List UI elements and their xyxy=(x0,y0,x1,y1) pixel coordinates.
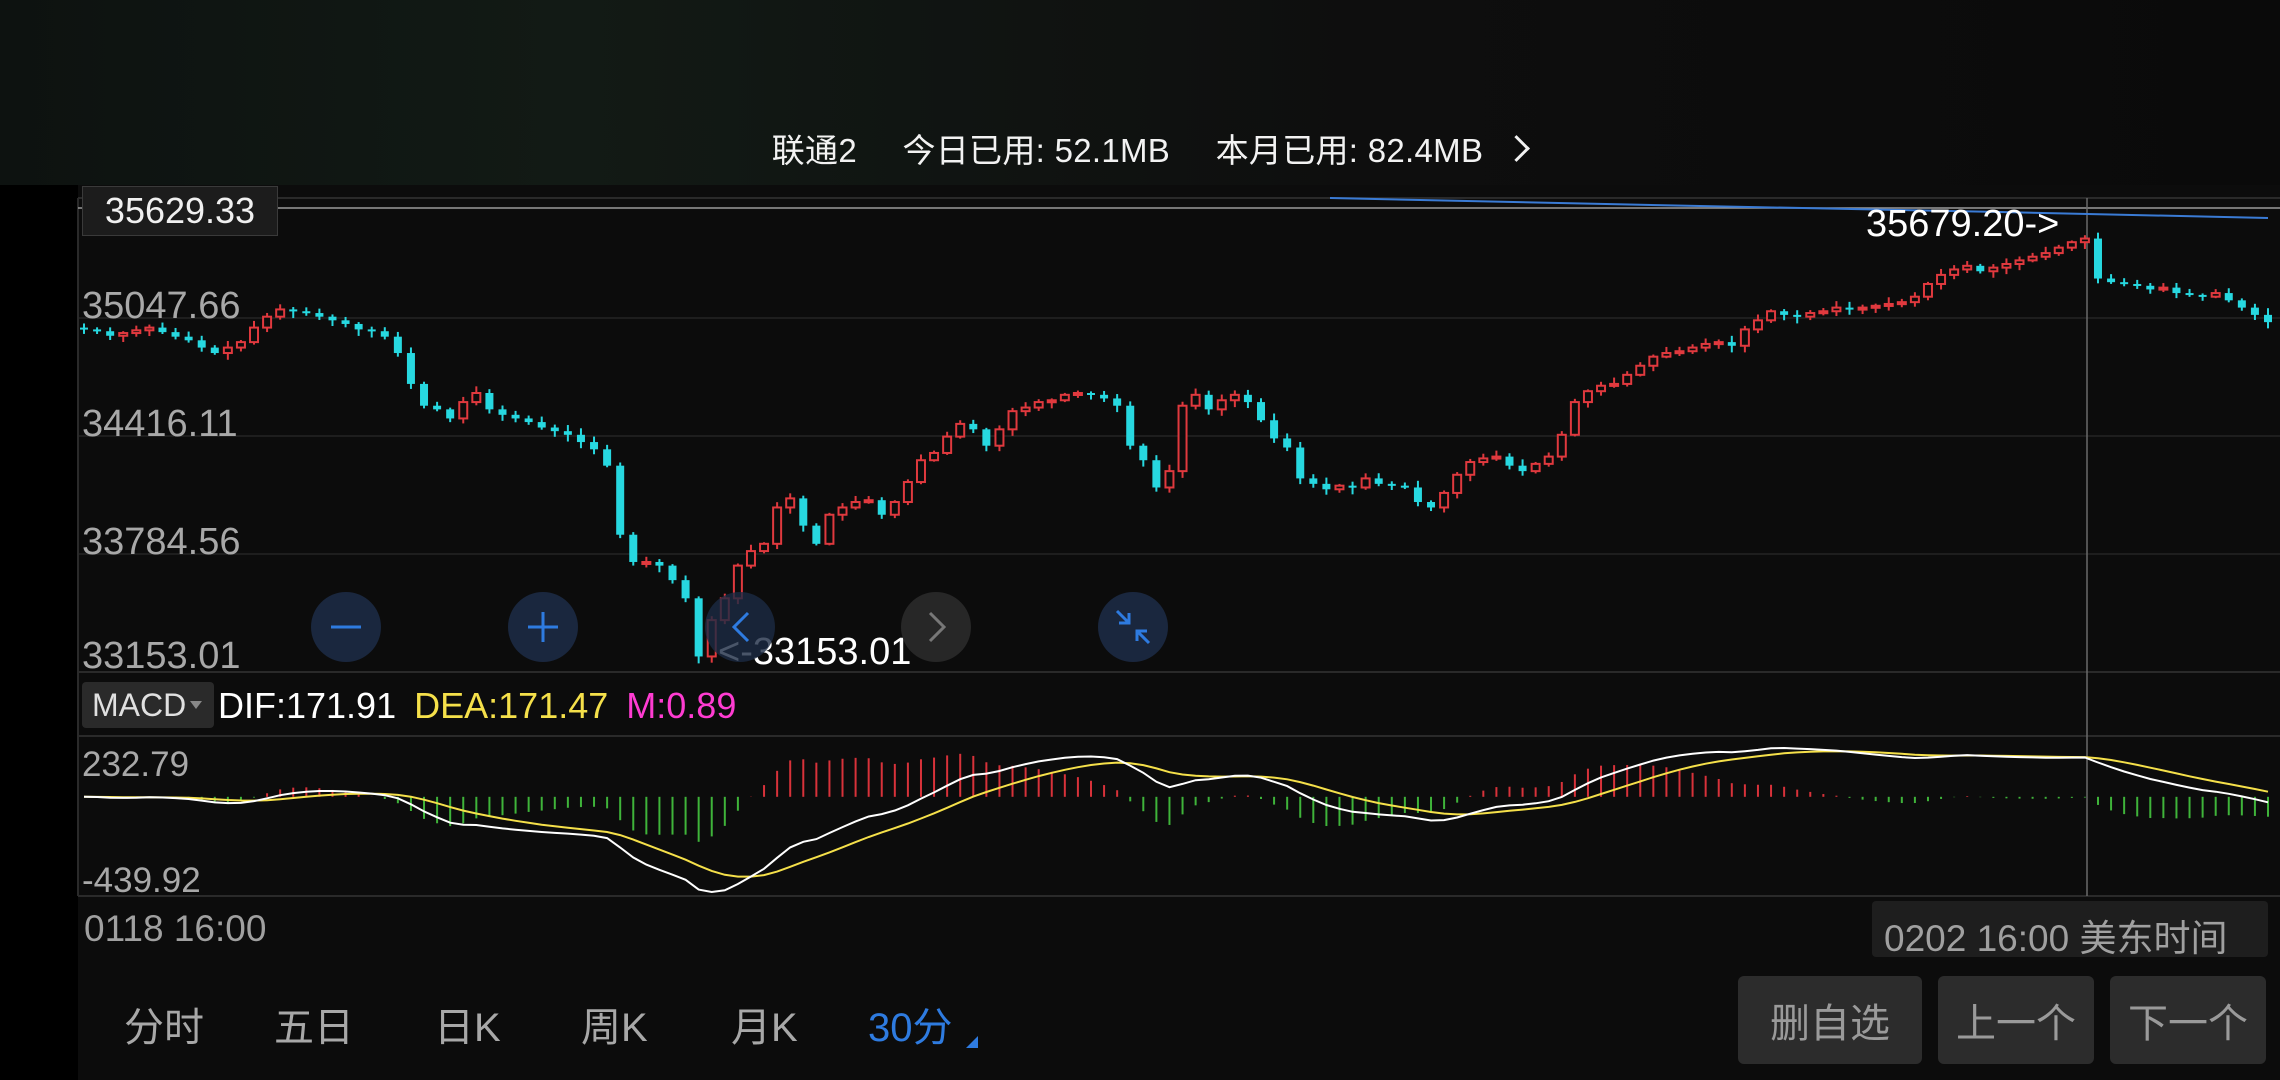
next-stock-button[interactable]: 下一个 xyxy=(2110,976,2266,1064)
time-axis-end-box xyxy=(1872,901,2268,957)
remove-watchlist-button[interactable]: 删自选 xyxy=(1738,976,1922,1064)
status-bar: 联通2 今日已用: 52.1MB 本月已用: 82.4MB xyxy=(0,0,2280,185)
tab-weekly[interactable]: 周K xyxy=(581,1006,648,1050)
data-usage-bar[interactable]: 联通2 今日已用: 52.1MB 本月已用: 82.4MB xyxy=(0,124,2280,172)
m-value: M:0.89 xyxy=(626,685,737,726)
time-axis-start: 0118 16:00 xyxy=(84,908,267,949)
tab-five-day[interactable]: 五日 xyxy=(274,1006,354,1050)
time-axis-end: 0202 16:00 美东时间 xyxy=(1884,918,2228,959)
dif-value: DIF:171.91 xyxy=(218,685,397,726)
dea-value: DEA:171.47 xyxy=(414,685,609,726)
previous-stock-button[interactable]: 上一个 xyxy=(1938,976,2094,1064)
today-usage: 今日已用: 52.1MB xyxy=(902,132,1171,169)
macd-values: DIF:171.91 DEA:171.47 M:0.89 xyxy=(218,685,736,727)
tab-intraday[interactable]: 分时 xyxy=(124,1006,204,1050)
tab-monthly[interactable]: 月K xyxy=(731,1006,798,1050)
chevron-right-icon xyxy=(1503,135,1531,162)
indicator-name: MACD xyxy=(92,687,187,723)
caret-icon xyxy=(966,1036,978,1048)
tab-daily[interactable]: 日K xyxy=(434,1006,501,1050)
indicator-select[interactable]: MACD xyxy=(82,682,214,728)
carrier-label: 联通2 xyxy=(771,132,857,169)
caret-down-icon xyxy=(190,701,202,709)
month-usage: 本月已用: 82.4MB xyxy=(1215,132,1484,169)
tab-30min[interactable]: 30分 xyxy=(868,1006,953,1050)
crosshair-price-label: 35629.33 xyxy=(82,186,278,236)
